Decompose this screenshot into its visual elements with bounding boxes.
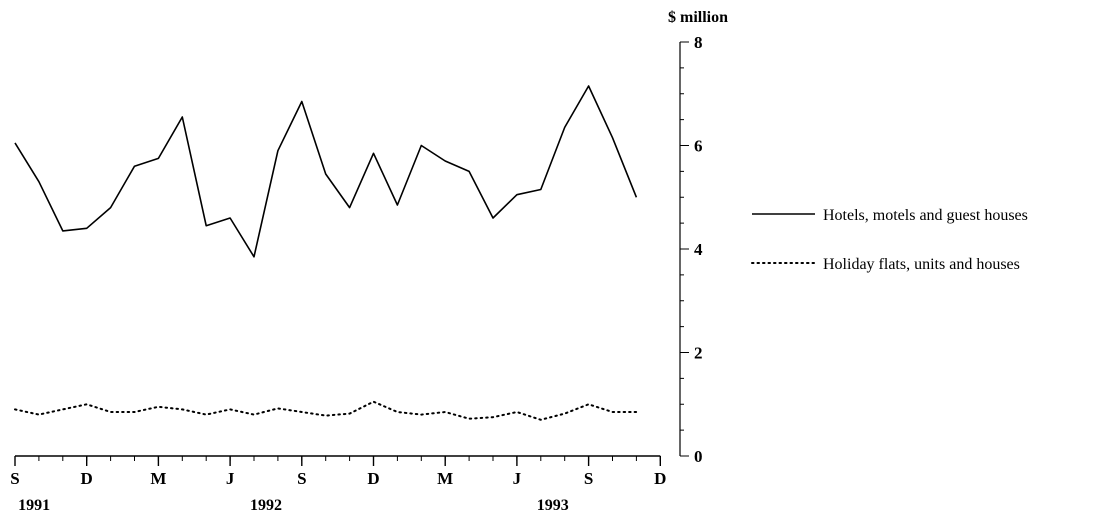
series-line-holiday-flats — [14, 400, 638, 421]
x-tick-label: D — [654, 469, 666, 488]
series-line-hotels — [14, 85, 638, 258]
legend-label: Holiday flats, units and houses — [823, 256, 1020, 273]
legend-label: Hotels, motels and guest houses — [823, 207, 1028, 224]
year-label: 1992 — [250, 497, 282, 514]
y-tick-label: 6 — [694, 137, 703, 156]
x-tick-label: D — [81, 469, 93, 488]
x-tick-label: D — [367, 469, 379, 488]
x-tick-label: S — [584, 469, 593, 488]
x-tick-label: J — [513, 469, 522, 488]
x-tick-label: M — [437, 469, 453, 488]
year-label: 1991 — [18, 497, 50, 514]
series-layer — [14, 85, 638, 421]
x-tick-label: J — [226, 469, 235, 488]
year-label: 1993 — [537, 497, 569, 514]
y-tick-label: 2 — [694, 344, 703, 363]
tick-labels: S D M J S D M J S D 1991 1992 1993 0 2 4 6 8 $ million — [10, 9, 728, 514]
x-tick-label: S — [297, 469, 306, 488]
y-axis-unit-label: $ million — [668, 9, 728, 26]
y-tick-label: 8 — [694, 33, 703, 52]
axes — [14, 41, 689, 466]
x-tick-label: M — [150, 469, 166, 488]
y-tick-label: 0 — [694, 447, 703, 466]
x-tick-label: S — [10, 469, 19, 488]
y-tick-label: 4 — [694, 240, 703, 259]
legend: Hotels, motels and guest houses Holiday f… — [751, 207, 1028, 273]
